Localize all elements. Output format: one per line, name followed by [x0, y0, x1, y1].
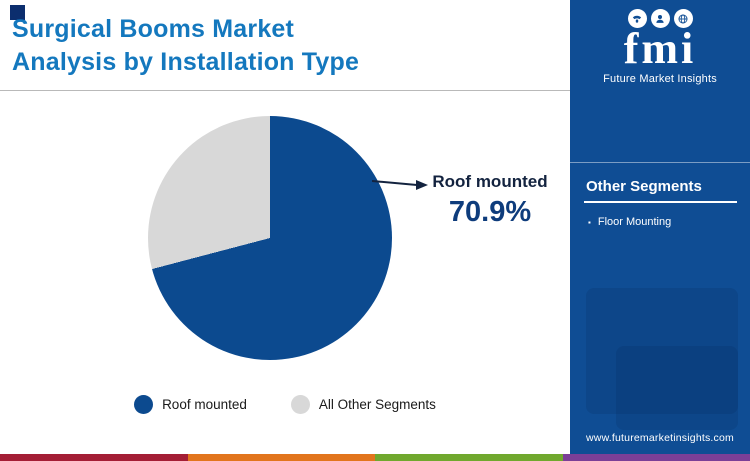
legend-dot-roof-mounted	[134, 395, 154, 414]
page-title-line2: Analysis by Installation Type	[12, 48, 360, 76]
bullet-icon: ▪	[588, 218, 591, 227]
logo-tagline: Future Market Insights	[603, 73, 717, 85]
legend-dot-all-other-segments	[290, 395, 310, 414]
chart-panel: Surgical Booms Market Analysis by Install…	[0, 0, 570, 414]
callout-arrow	[372, 180, 428, 190]
page-title-line1: Surgical Booms Market	[12, 15, 295, 43]
callout-label: Roof mounted	[432, 172, 548, 191]
other-segments-underline	[584, 201, 737, 203]
website-link[interactable]: www.futuremarketinsights.com	[586, 432, 734, 444]
footer-stripe	[0, 454, 750, 461]
stripe-segment	[562, 454, 750, 461]
watermark-shape	[616, 346, 738, 430]
list-item-label: Floor Mounting	[597, 216, 672, 228]
person-icon	[650, 9, 670, 28]
logo-icons	[570, 9, 750, 28]
list-item-floor-mounting: ▪ Floor Mounting	[588, 216, 742, 228]
pie-chart	[148, 116, 392, 360]
accent-square	[10, 5, 25, 20]
phone-icon	[627, 9, 647, 28]
legend-label-all-other-segments: All Other Segments	[318, 397, 436, 412]
watermark-shape	[586, 288, 738, 414]
legend-item-all-other-segments: All Other Segments	[290, 395, 436, 414]
other-segments-list: ▪ Floor Mounting	[588, 216, 742, 228]
logo-text: fmi	[623, 24, 697, 73]
legend-label-roof-mounted: Roof mounted	[162, 397, 247, 412]
stripe-segment	[187, 454, 375, 461]
other-segments-title: Other Segments	[586, 178, 702, 195]
globe-icon	[673, 9, 693, 28]
sidebar: fmi Future Market Insights Other Segment…	[570, 0, 750, 454]
header: Surgical Booms Market Analysis by Install…	[0, 0, 570, 91]
callout-value: 70.9%	[448, 196, 532, 228]
stripe-segment	[375, 454, 563, 461]
chart-legend: Roof mounted All Other Segments	[0, 395, 570, 414]
sidebar-divider	[570, 162, 750, 163]
legend-item-roof-mounted: Roof mounted	[134, 395, 247, 414]
pie-callout: Roof mounted 70.9%	[428, 172, 552, 229]
page-title: Surgical Booms Market Analysis by Install…	[12, 13, 359, 79]
fmi-logo: fmi Future Market Insights	[570, 9, 750, 85]
stripe-segment	[0, 454, 188, 461]
